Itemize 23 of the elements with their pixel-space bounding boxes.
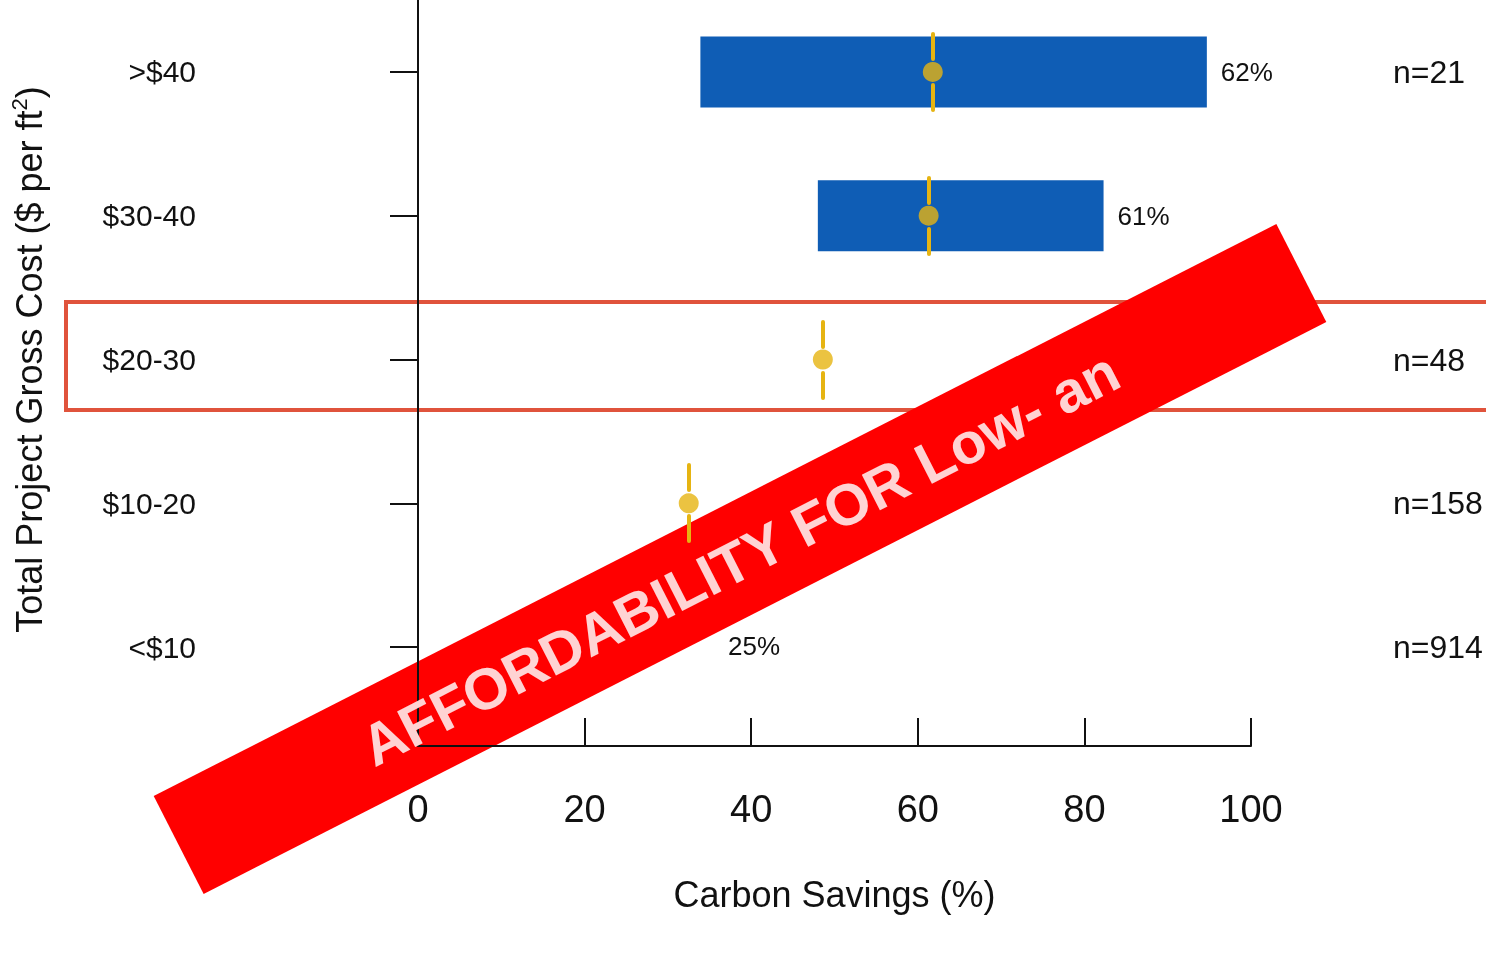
x-tick-label: 0 xyxy=(407,788,429,830)
x-tick-label: 80 xyxy=(1063,788,1106,830)
x-tick-label: 100 xyxy=(1219,788,1283,830)
x-tick-label: 20 xyxy=(563,788,606,830)
point xyxy=(918,205,939,226)
text: n=48 xyxy=(1393,341,1466,378)
annotation: 62% xyxy=(1220,55,1273,88)
y-tick-label: <$10 xyxy=(128,630,196,664)
x-tick-label: 60 xyxy=(896,788,939,830)
x-tick-label: 40 xyxy=(730,788,773,830)
x-axis-title: Carbon Savings (%) xyxy=(673,873,996,915)
y-tick-label: >$40 xyxy=(128,55,196,89)
y-axis-title: Total Project Gross Cost ($ per ft2) xyxy=(6,86,50,633)
y-tick-label: $10-20 xyxy=(102,486,196,520)
annotation: 61% xyxy=(1117,199,1170,232)
text: n=158 xyxy=(1393,485,1483,522)
point xyxy=(678,493,699,514)
text: n=21 xyxy=(1393,53,1466,90)
point xyxy=(922,61,943,82)
text: n=914 xyxy=(1393,629,1483,666)
point xyxy=(812,349,833,370)
y-tick-label: $20-30 xyxy=(102,343,196,376)
y-tick-label: $30-40 xyxy=(102,199,196,233)
